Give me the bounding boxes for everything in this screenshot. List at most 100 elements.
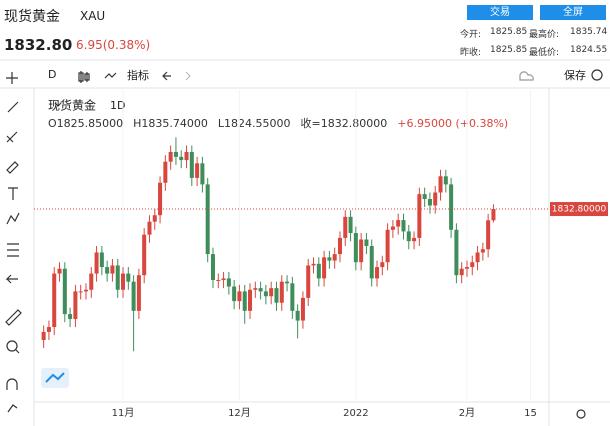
- candle-body: [449, 184, 454, 230]
- change: 6.95(0.38%): [76, 38, 151, 52]
- candle-body: [94, 252, 99, 274]
- candle-body: [195, 163, 200, 178]
- last-price-label: 1832.80000: [552, 205, 607, 215]
- candle-body: [443, 176, 448, 185]
- candle-body: [364, 239, 369, 246]
- candle-body: [200, 163, 205, 185]
- ohlc-legend: O1825.85000 H1835.74000 L1824.55000 收=1832.…: [48, 116, 508, 130]
- chart-title: 现货黄金: [48, 98, 96, 113]
- candle-body: [62, 268, 67, 315]
- symbol-name: 现货黄金: [4, 9, 60, 25]
- candle-body: [126, 273, 131, 282]
- candle-body: [184, 151, 189, 161]
- candle-body: [459, 268, 464, 276]
- candle-body: [121, 273, 126, 290]
- candle-body: [274, 288, 279, 303]
- stat-label: 今开:: [460, 30, 482, 40]
- candle-body: [142, 234, 147, 276]
- candle-body: [300, 297, 305, 321]
- candle-body: [168, 151, 173, 162]
- candle-body: [491, 209, 496, 221]
- symbol-code: XAU: [80, 9, 106, 23]
- candle-body: [226, 278, 231, 287]
- candle-body: [52, 273, 57, 328]
- candle-body: [353, 233, 358, 263]
- legend-item: 收=1832.80000: [301, 116, 388, 130]
- candle-body: [163, 161, 168, 183]
- candle-body: [306, 265, 311, 298]
- candle-body: [401, 220, 406, 232]
- candle-body: [57, 268, 62, 274]
- logo: [41, 368, 69, 388]
- candle-body: [375, 267, 380, 279]
- indicators-button[interactable]: 指标: [127, 69, 149, 82]
- candle-body: [406, 231, 411, 242]
- chart-interval: 1D: [110, 99, 125, 112]
- candle-body: [205, 184, 210, 255]
- candle-body: [78, 291, 83, 293]
- candle-body: [359, 239, 364, 263]
- stat-label: 最高价:: [529, 30, 560, 40]
- candle-body: [390, 226, 395, 230]
- candle-body: [136, 275, 141, 311]
- candle-body: [486, 220, 491, 250]
- save-button[interactable]: 保存: [564, 69, 586, 82]
- candle-body: [68, 314, 73, 319]
- candle-body: [295, 310, 300, 321]
- candle-body: [216, 280, 221, 282]
- trade-button[interactable]: 交易: [467, 5, 533, 20]
- stat-value: 1825.85: [490, 27, 528, 37]
- candle-body: [83, 289, 88, 292]
- candle-body: [158, 182, 163, 216]
- candle-body: [343, 216, 348, 238]
- last-price-box: [550, 202, 608, 217]
- candle-body: [380, 262, 385, 268]
- candle-body: [99, 252, 104, 268]
- candle-body: [433, 192, 438, 206]
- candle-body: [427, 198, 432, 206]
- candle-body: [131, 281, 136, 311]
- legend-item: O1825.85000: [48, 117, 123, 130]
- candle-body: [327, 257, 332, 261]
- candle-body: [89, 273, 94, 290]
- candle-body: [147, 221, 152, 235]
- candle-body: [322, 257, 327, 279]
- candle-body: [369, 246, 374, 279]
- candle-body: [221, 278, 226, 281]
- candle-body: [348, 216, 353, 234]
- candle-body: [454, 229, 459, 276]
- x-tick-label: 2月: [459, 407, 475, 419]
- stat-label: 最低价:: [529, 48, 560, 58]
- candle-body: [412, 237, 417, 242]
- stat-value: 1825.85: [490, 45, 528, 55]
- candle-body: [422, 194, 427, 199]
- candle-body: [438, 176, 443, 193]
- candle-body: [232, 286, 237, 302]
- candle-body: [337, 237, 342, 255]
- x-tick-label: 2022: [343, 408, 368, 419]
- logo-mark: [45, 372, 65, 383]
- candle-body: [475, 252, 480, 263]
- x-tick-label: 15: [524, 408, 537, 419]
- interval-button[interactable]: D: [48, 68, 57, 81]
- candle-body: [311, 263, 316, 266]
- candle-body: [269, 288, 274, 297]
- stat-label: 昨收:: [460, 48, 482, 58]
- fullscreen-button[interactable]: 全屏: [540, 5, 606, 20]
- candle-body: [46, 327, 51, 332]
- stat-value: 1835.74: [570, 27, 608, 37]
- x-tick-label: 12月: [228, 407, 251, 419]
- stat-value: 1824.55: [570, 45, 608, 55]
- drawing-tools[interactable]: [5, 69, 603, 419]
- candle-body: [115, 265, 120, 290]
- x-tick-label: 11月: [112, 407, 135, 419]
- candle-body: [189, 151, 194, 178]
- price: 1832.80: [4, 36, 73, 54]
- candle-body: [253, 288, 258, 290]
- candle-body: [173, 151, 178, 157]
- candle-body: [470, 262, 475, 268]
- candle-body: [332, 254, 337, 261]
- candle-body: [248, 289, 253, 311]
